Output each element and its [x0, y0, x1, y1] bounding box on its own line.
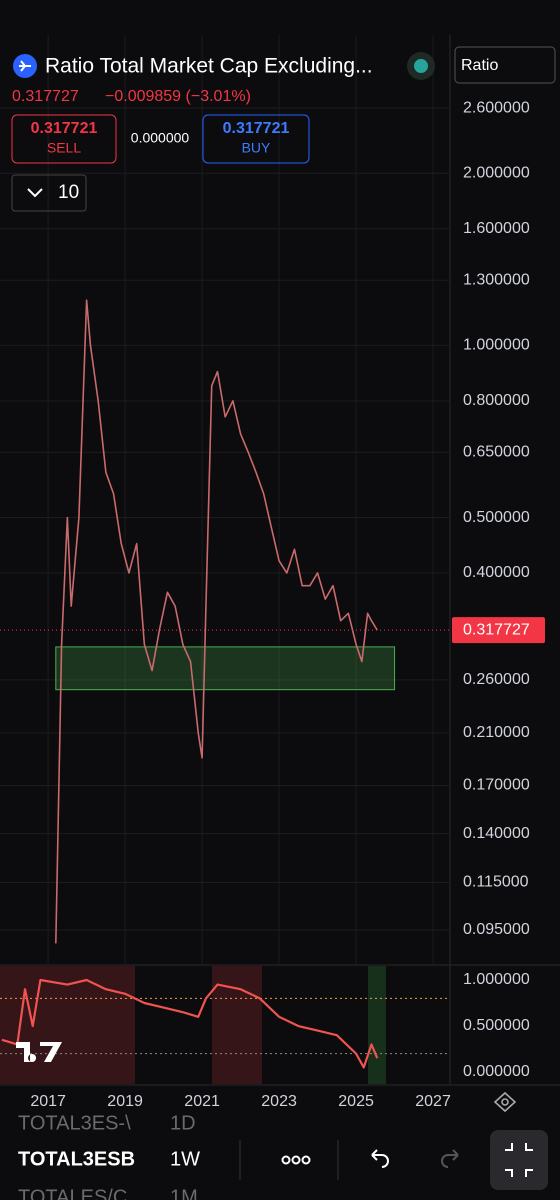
symbol-prev[interactable]: TOTAL3ES-\ — [18, 1112, 131, 1134]
undo-icon[interactable] — [371, 1149, 389, 1168]
settings-icon[interactable] — [493, 1091, 517, 1113]
y-tick-label: 0.400000 — [463, 564, 530, 581]
sell-label[interactable]: SELL — [47, 140, 81, 156]
spread: 0.000000 — [131, 130, 190, 146]
more-icon[interactable] — [281, 1155, 311, 1165]
status-dot — [414, 59, 428, 73]
y-tick-label: 0.095000 — [463, 921, 530, 938]
x-tick-label: 2017 — [30, 1093, 66, 1110]
toolbar — [0, 1120, 560, 1200]
interval-toggle[interactable] — [11, 174, 87, 212]
interval-next[interactable]: 1M — [170, 1186, 198, 1200]
y-tick-label: 2.000000 — [463, 164, 530, 181]
y-tick-label: 0.500000 — [463, 1017, 530, 1034]
scale-button[interactable] — [454, 46, 556, 84]
redo-icon[interactable] — [441, 1149, 459, 1168]
x-tick-label: 2021 — [184, 1093, 220, 1110]
symbol-next[interactable]: TOTALES/C — [18, 1186, 127, 1200]
interval-current[interactable]: 1W — [170, 1148, 200, 1170]
sell-button[interactable] — [11, 114, 117, 164]
symbol-current[interactable]: TOTAL3ESB — [18, 1148, 135, 1170]
y-tick-label: 0.260000 — [463, 671, 530, 688]
shade — [368, 966, 386, 1084]
buy-label[interactable]: BUY — [242, 140, 271, 156]
fullscreen-icon — [505, 1143, 533, 1177]
x-tick-label: 2027 — [415, 1093, 451, 1110]
logo-glyph — [19, 60, 31, 72]
indicator-shading — [0, 966, 386, 1084]
x-tick-label: 2025 — [338, 1093, 374, 1110]
plot-layer: 2.600000 2.000000 1.600000 1.300000 1.000000… — [0, 35, 545, 1110]
symbol-title[interactable]: Ratio Total Market Cap Excluding... — [45, 55, 373, 78]
y-tick-label: 0.500000 — [463, 509, 530, 526]
scale-button-label[interactable]: Ratio — [461, 57, 498, 74]
x-tick-label: 2023 — [261, 1093, 297, 1110]
tv-logo — [16, 1042, 62, 1062]
y-tick-label: 0.140000 — [463, 825, 530, 842]
settings-icon-center — [501, 1098, 509, 1106]
x-tick-label: 2019 — [107, 1093, 143, 1110]
buy-price[interactable]: 0.317721 — [223, 120, 290, 137]
last-price-label: 0.317727 — [463, 621, 530, 638]
last-price: 0.317727 — [12, 88, 79, 105]
interval-count[interactable]: 10 — [58, 182, 79, 203]
data-line — [1, 978, 379, 1069]
y-tick-label: 0.800000 — [463, 392, 530, 409]
shade — [212, 966, 262, 1084]
y-tick-label: 1.300000 — [463, 271, 530, 288]
y-tick-label: 2.600000 — [463, 99, 530, 116]
interval-prev[interactable]: 1D — [170, 1112, 196, 1134]
buy-button[interactable] — [202, 114, 310, 164]
y-tick-label: 0.650000 — [463, 444, 530, 461]
price-change: −0.009859 (−3.01%) — [105, 88, 251, 105]
chevron-icon — [27, 188, 43, 198]
y-tick-label: 1.000000 — [463, 337, 530, 354]
support-zone — [55, 646, 396, 691]
fullscreen-button[interactable] — [490, 1130, 548, 1190]
y-tick-label: 1.600000 — [463, 220, 530, 237]
data-line — [55, 299, 378, 944]
y-tick-label: 1.000000 — [463, 971, 530, 988]
y-tick-label: 0.000000 — [463, 1063, 530, 1080]
last-price-badge — [452, 617, 545, 644]
y-tick-label: 0.210000 — [463, 724, 530, 741]
y-tick-label: 0.115000 — [463, 874, 529, 891]
y-tick-label: 0.170000 — [463, 777, 530, 794]
sell-price[interactable]: 0.317721 — [31, 120, 98, 137]
